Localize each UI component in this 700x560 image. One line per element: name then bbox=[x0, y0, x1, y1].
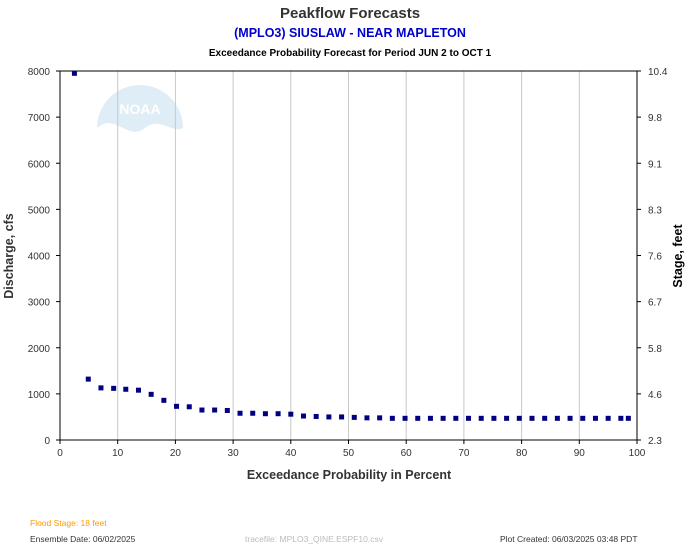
y-tick-label: 2000 bbox=[28, 344, 51, 355]
data-point bbox=[313, 413, 319, 419]
data-point bbox=[288, 411, 294, 417]
data-point bbox=[554, 415, 560, 421]
data-point bbox=[275, 411, 281, 417]
y-right-tick-label: 2.3 bbox=[648, 436, 662, 447]
data-point bbox=[516, 415, 522, 421]
x-tick-label: 90 bbox=[574, 448, 586, 459]
data-point bbox=[402, 415, 408, 421]
chart-subtitle: (MPLO3) SIUSLAW - NEAR MAPLETON bbox=[234, 26, 466, 40]
data-point bbox=[453, 415, 459, 421]
data-point bbox=[415, 415, 421, 421]
x-tick-label: 80 bbox=[516, 448, 528, 459]
data-point bbox=[567, 415, 573, 421]
x-tick-label: 50 bbox=[343, 448, 355, 459]
y-tick-label: 6000 bbox=[28, 159, 51, 170]
data-point bbox=[592, 415, 598, 421]
data-point bbox=[377, 415, 383, 421]
x-tick-label: 60 bbox=[401, 448, 413, 459]
flood-stage-label: Flood Stage: 18 feet bbox=[30, 518, 107, 528]
y-tick-label: 3000 bbox=[28, 298, 51, 309]
noaa-logo-text: NOAA bbox=[119, 101, 160, 117]
data-point bbox=[135, 387, 141, 393]
data-point bbox=[491, 415, 497, 421]
y-axis-label: Discharge, cfs bbox=[2, 213, 16, 299]
data-point bbox=[300, 413, 306, 419]
chart-period-subtitle: Exceedance Probability Forecast for Peri… bbox=[209, 48, 492, 59]
y-right-axis-label: Stage, feet bbox=[671, 224, 685, 288]
data-point bbox=[529, 415, 535, 421]
data-point bbox=[504, 415, 510, 421]
y-tick-label: 0 bbox=[44, 436, 50, 447]
y-tick-label: 4000 bbox=[28, 252, 51, 263]
x-axis-label: Exceedance Probability in Percent bbox=[247, 468, 452, 482]
y-right-tick-label: 7.6 bbox=[648, 252, 662, 263]
data-point bbox=[224, 407, 230, 413]
x-tick-label: 30 bbox=[228, 448, 240, 459]
data-point bbox=[364, 415, 370, 421]
data-point bbox=[618, 415, 624, 421]
data-point bbox=[161, 397, 167, 403]
y-right-tick-label: 4.6 bbox=[648, 390, 662, 401]
noaa-logo: NOAA bbox=[97, 85, 183, 171]
data-point bbox=[389, 415, 395, 421]
y-tick-label: 5000 bbox=[28, 205, 51, 216]
y-right-tick-label: 8.3 bbox=[648, 205, 662, 216]
data-points bbox=[71, 70, 631, 421]
x-tick-label: 20 bbox=[170, 448, 182, 459]
data-point bbox=[351, 414, 357, 420]
y-right-tick-label: 9.1 bbox=[648, 159, 662, 170]
ensemble-date-label: Ensemble Date: 06/02/2025 bbox=[30, 534, 136, 544]
y-tick-label: 7000 bbox=[28, 113, 51, 124]
data-point bbox=[199, 407, 205, 413]
y-right-axis-ticks: 2.3 4.6 5.8 6.7 7.6 8.3 9.1 9.8 10.4 bbox=[637, 67, 668, 447]
x-axis-ticks: 0 10 20 30 40 50 60 70 80 90 100 bbox=[57, 440, 646, 459]
data-point bbox=[625, 415, 631, 421]
y-right-tick-label: 5.8 bbox=[648, 344, 662, 355]
data-point bbox=[186, 404, 192, 410]
data-point bbox=[123, 386, 129, 392]
data-point bbox=[605, 415, 611, 421]
data-point bbox=[174, 403, 180, 409]
y-right-tick-label: 10.4 bbox=[648, 67, 668, 78]
data-point bbox=[580, 415, 586, 421]
data-point bbox=[98, 385, 104, 391]
x-tick-label: 0 bbox=[57, 448, 63, 459]
data-point bbox=[71, 70, 77, 76]
y-tick-label: 8000 bbox=[28, 67, 51, 78]
x-tick-label: 40 bbox=[285, 448, 297, 459]
data-point bbox=[339, 414, 345, 420]
data-point bbox=[440, 415, 446, 421]
grid-lines bbox=[117, 71, 580, 440]
x-tick-label: 10 bbox=[112, 448, 124, 459]
y-right-tick-label: 9.8 bbox=[648, 113, 662, 124]
data-point bbox=[542, 415, 548, 421]
data-point bbox=[478, 415, 484, 421]
y-right-tick-label: 6.7 bbox=[648, 298, 662, 309]
y-axis-ticks: 0 1000 2000 3000 4000 5000 6000 7000 8000 bbox=[28, 67, 60, 447]
data-point bbox=[250, 410, 256, 416]
data-point bbox=[237, 410, 243, 416]
chart-title: Peakflow Forecasts bbox=[280, 5, 420, 22]
data-point bbox=[148, 391, 154, 397]
data-point bbox=[262, 411, 268, 417]
data-point bbox=[466, 415, 472, 421]
data-point bbox=[326, 414, 332, 420]
data-point bbox=[111, 385, 117, 391]
y-tick-label: 1000 bbox=[28, 390, 51, 401]
plot-created-label: Plot Created: 06/03/2025 03:48 PDT bbox=[500, 534, 638, 544]
data-point bbox=[212, 407, 218, 413]
data-point bbox=[427, 415, 433, 421]
x-tick-label: 70 bbox=[458, 448, 470, 459]
x-tick-label: 100 bbox=[629, 448, 646, 459]
tracefile-label: tracefile: MPLO3_QINE.ESPF10.csv bbox=[245, 534, 383, 544]
data-point bbox=[85, 376, 91, 382]
